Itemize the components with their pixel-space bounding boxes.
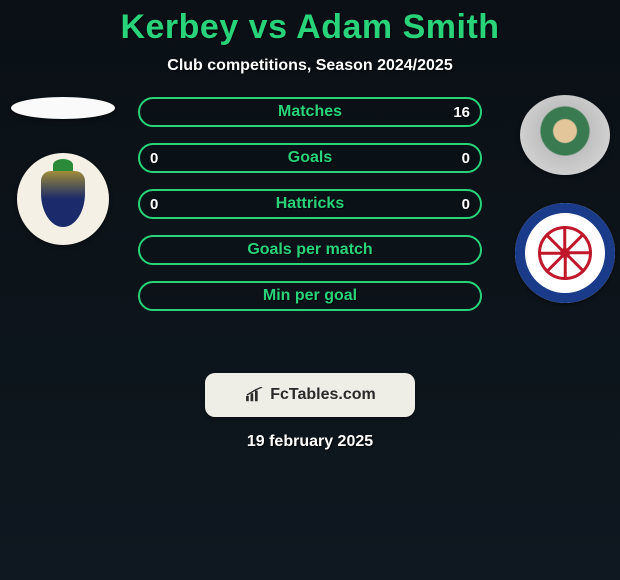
content-area: Matches16 0 Goals 0 0 Hattricks 0 Goals per mat… [0,97,620,357]
player-right-photo [520,95,610,175]
left-player-column [8,97,118,245]
stat-bar: Matches16 [138,97,482,127]
page-title: Kerbey vs Adam Smith [0,8,620,47]
stats-bars: Matches16 0 Goals 0 0 Hattricks 0 Goals per mat… [138,97,482,311]
stat-bar: 0 Goals 0 [138,143,482,173]
stat-label: Goals per match [247,241,372,259]
stat-bar: Min per goal [138,281,482,311]
stat-right-value: 0 [462,150,470,167]
subtitle: Club competitions, Season 2024/2025 [0,57,620,75]
chart-icon [244,387,266,403]
wheel-icon [538,226,592,280]
stat-bar: Goals per match [138,235,482,265]
player-left-crest [17,153,109,245]
stat-right-value: 16 [453,104,470,121]
stat-bar: 0 Hattricks 0 [138,189,482,219]
stat-label: Min per goal [263,287,357,305]
stat-label: Goals [288,149,332,167]
branding-text: FcTables.com [270,386,376,404]
stat-right-value: 0 [462,196,470,213]
player-left-photo [11,97,115,119]
right-player-column [510,97,620,303]
stat-left-value: 0 [150,196,158,213]
stat-left-value: 0 [150,150,158,167]
comparison-card: Kerbey vs Adam Smith Club competitions, … [0,0,620,451]
player-right-crest [515,203,615,303]
branding-badge: FcTables.com [205,373,415,417]
shield-icon [41,171,85,227]
date-text: 19 february 2025 [0,433,620,451]
stat-label: Hattricks [276,195,344,213]
